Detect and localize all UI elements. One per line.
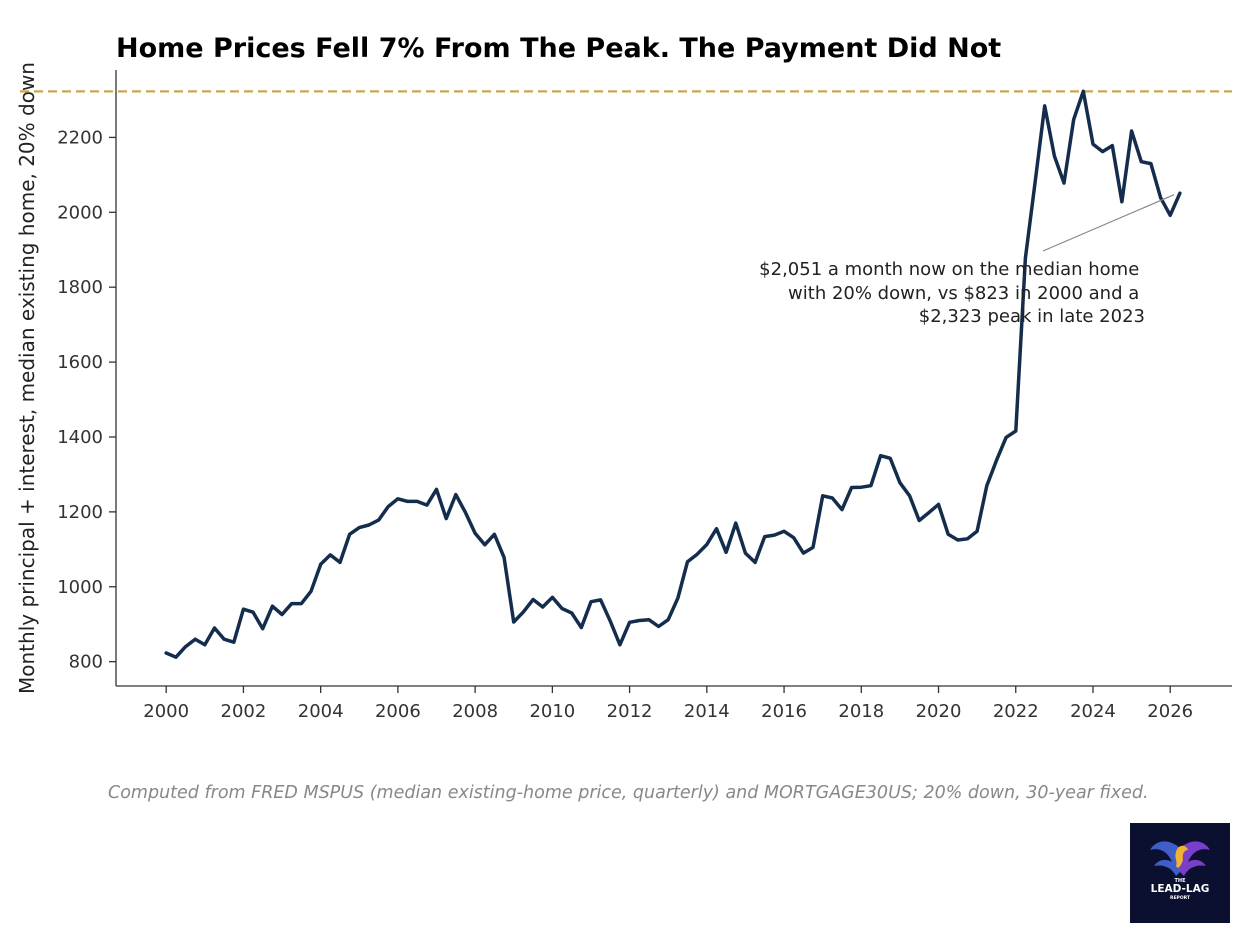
annotation-arrow (1042, 194, 1175, 252)
y-tick-label: 1200 (57, 502, 103, 523)
x-tick-label: 2008 (452, 701, 498, 722)
x-ticks: 2000 2002 2004 2006 2008 2010 2012 2014 2016 2018… (143, 686, 1193, 722)
x-tick-label: 2024 (1070, 701, 1116, 722)
logo-text-lead-lag: LEAD-LAG (1151, 883, 1210, 895)
annotation-line-2: with 20% down, vs $823 in 2000 and a (788, 283, 1139, 304)
x-tick-label: 2018 (838, 701, 884, 722)
x-tick-label: 2006 (375, 701, 421, 722)
phoenix-icon (1150, 841, 1210, 876)
x-tick-label: 2014 (684, 701, 730, 722)
x-tick-label: 2020 (916, 701, 962, 722)
y-axis-label: Monthly principal + interest, median exi… (15, 62, 39, 694)
x-tick-label: 2004 (298, 701, 344, 722)
x-tick-label: 2000 (143, 701, 189, 722)
y-tick-label: 2200 (57, 127, 103, 148)
x-tick-label: 2002 (221, 701, 267, 722)
source-note: Computed from FRED MSPUS (median existin… (108, 783, 1149, 803)
x-tick-label: 2010 (529, 701, 575, 722)
y-tick-label: 1400 (57, 427, 103, 448)
annotation-line-1: $2,051 a month now on the median home (759, 259, 1139, 280)
y-tick-label: 1800 (57, 277, 103, 298)
x-tick-label: 2026 (1147, 701, 1193, 722)
lead-lag-report-logo: THE LEAD-LAG REPORT (1130, 823, 1230, 923)
chart-title: Home Prices Fell 7% From The Peak. The P… (116, 33, 1001, 64)
logo-background (1130, 823, 1230, 923)
y-tick-label: 800 (69, 652, 103, 673)
y-ticks: 800 1000 1200 1400 1600 1800 2000 2200 (57, 127, 116, 673)
logo-text-the: THE (1174, 878, 1186, 884)
payment-series-line (164, 89, 1182, 659)
axes (115, 70, 1232, 687)
series-points (166, 91, 1180, 658)
y-tick-label: 1000 (57, 577, 103, 598)
y-tick-label: 1600 (57, 352, 103, 373)
x-tick-label: 2012 (607, 701, 653, 722)
annotation-line-3: $2,323 peak in late 2023 (919, 306, 1145, 327)
logo-text-report: REPORT (1170, 895, 1191, 901)
y-tick-label: 2000 (57, 202, 103, 223)
x-tick-label: 2022 (993, 701, 1039, 722)
x-tick-label: 2016 (761, 701, 807, 722)
annotation-text: $2,051 a month now on the median home wi… (759, 259, 1145, 327)
